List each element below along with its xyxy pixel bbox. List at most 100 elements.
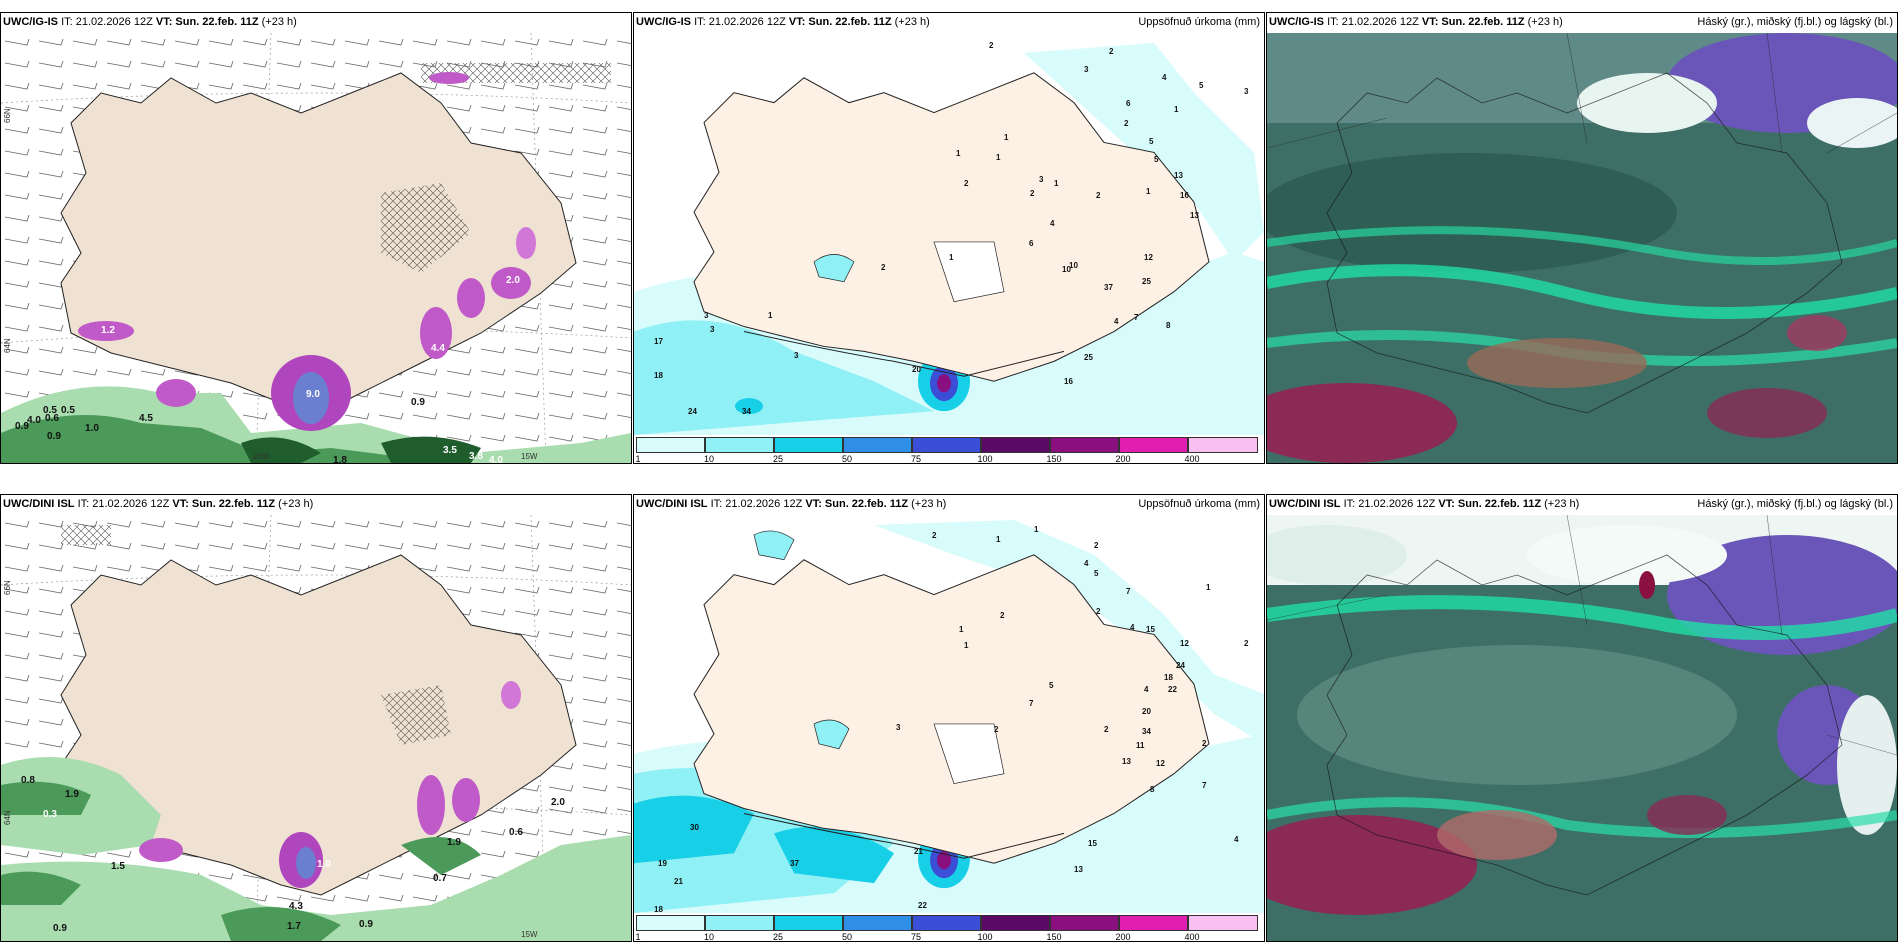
map-value-label: 2 xyxy=(1030,189,1035,198)
map-value-label: 3.8 xyxy=(469,451,483,462)
map-value-label: 4 xyxy=(1130,623,1135,632)
map-value-label: 0.6 xyxy=(509,827,523,838)
map-value-label: 1.9 xyxy=(65,789,79,800)
colorbar-swatch xyxy=(912,915,981,931)
map-value-label: 1 xyxy=(1174,105,1179,114)
map-value-label: 1 xyxy=(959,625,964,634)
map-value-label: 13 xyxy=(1174,171,1183,180)
map-value-label: 25 xyxy=(1084,353,1093,362)
panel-header: UWC/IG-IS IT: 21.02.2026 12Z VT: Sun. 22… xyxy=(1269,16,1563,28)
map-value-label: 0.9 xyxy=(53,923,67,934)
map-value-label: 11 xyxy=(1136,741,1145,750)
panel-header: UWC/DINI ISL IT: 21.02.2026 12Z VT: Sun.… xyxy=(3,498,314,510)
map-value-label: 0.7 xyxy=(433,873,447,884)
colorbar-swatch xyxy=(981,915,1050,931)
colorbar-swatch xyxy=(1050,915,1119,931)
map-value-label: 17 xyxy=(654,337,663,346)
map-value-label: 1.9 xyxy=(447,837,461,848)
map-value-label: 2 xyxy=(994,725,999,734)
map-value-label: 3 xyxy=(704,311,709,320)
map-value-label: 7 xyxy=(1134,313,1139,322)
map-value-label: 18 xyxy=(1164,673,1173,682)
map-value-label: 0.5 xyxy=(43,405,57,416)
map-value-label: 2.0 xyxy=(506,275,520,286)
map-canvas xyxy=(1,33,631,463)
map-value-label: 2.0 xyxy=(551,797,565,808)
colorbar-swatch xyxy=(774,915,843,931)
map-value-label: 16 xyxy=(1180,191,1189,200)
colorbar-swatch xyxy=(1119,437,1188,453)
map-value-label: 13 xyxy=(1122,757,1131,766)
panel-dini-wind-precip: UWC/DINI ISL IT: 21.02.2026 12Z VT: Sun.… xyxy=(0,494,632,942)
colorbar-swatch xyxy=(1119,915,1188,931)
colorbar-tick: 1 xyxy=(635,932,641,942)
map-value-label: 0.9 xyxy=(359,919,373,930)
map-value-label: 4.3 xyxy=(289,901,303,912)
colorbar-tick: 150 xyxy=(1046,932,1062,942)
cloud-cover-map xyxy=(1267,33,1897,463)
colorbar-tick: 200 xyxy=(1115,454,1131,464)
panel-dini-clouds: UWC/DINI ISL IT: 21.02.2026 12Z VT: Sun.… xyxy=(1266,494,1898,942)
map-value-label: 3 xyxy=(1244,87,1249,96)
map-value-label: 1 xyxy=(1034,525,1039,534)
colorbar-tick: 75 xyxy=(910,932,922,942)
map-value-label: 1 xyxy=(768,311,773,320)
map-value-label: 6 xyxy=(1029,239,1034,248)
map-value-label: 24 xyxy=(1176,661,1185,670)
map-value-label: 2 xyxy=(989,41,994,50)
map-value-label: 12 xyxy=(1180,639,1189,648)
map-value-label: 13 xyxy=(1190,211,1199,220)
map-canvas xyxy=(1267,33,1897,463)
colorbar-tick: 50 xyxy=(841,932,853,942)
map-value-label: 2 xyxy=(1104,725,1109,734)
wind-precip-map xyxy=(1,33,631,463)
map-value-label: 20 xyxy=(1142,707,1151,716)
map-value-label: 3.5 xyxy=(443,445,457,456)
map-value-label: 0.9 xyxy=(15,421,29,432)
panel-dini-precip: UWC/DINI ISL IT: 21.02.2026 12Z VT: Sun.… xyxy=(633,494,1265,942)
colorbar-tick: 25 xyxy=(772,454,784,464)
map-value-label: 2 xyxy=(1096,191,1101,200)
map-value-label: 4.5 xyxy=(139,413,153,424)
map-value-label: 24 xyxy=(688,407,697,416)
map-value-label: 0.9 xyxy=(411,397,425,408)
colorbar-swatch xyxy=(774,437,843,453)
map-value-label: 1 xyxy=(996,153,1001,162)
colorbar-tick: 10 xyxy=(703,454,715,464)
map-value-label: 1 xyxy=(956,149,961,158)
map-value-label: 2 xyxy=(932,531,937,540)
lon-label-15w: 15W xyxy=(521,930,538,939)
map-value-label: 15 xyxy=(1088,839,1097,848)
map-value-label: 4.0 xyxy=(27,415,41,426)
map-value-label: 25 xyxy=(1142,277,1151,286)
lat-label-64n: 64N xyxy=(3,810,12,825)
map-value-label: 4.0 xyxy=(489,455,503,464)
map-value-label: 2 xyxy=(1202,739,1207,748)
map-value-label: 0.8 xyxy=(21,775,35,786)
map-value-label: 16 xyxy=(1064,377,1073,386)
map-value-label: 2 xyxy=(1244,639,1249,648)
colorbar-tick: 50 xyxy=(841,454,853,464)
map-value-label: 8 xyxy=(1150,785,1155,794)
map-canvas xyxy=(634,33,1264,435)
map-value-label: 4 xyxy=(1050,219,1055,228)
map-value-label: 37 xyxy=(1104,283,1113,292)
map-value-label: 1.7 xyxy=(287,921,301,932)
map-value-label: 6 xyxy=(1126,99,1131,108)
map-value-label: 0.3 xyxy=(43,809,57,820)
map-value-label: 7 xyxy=(1126,587,1131,596)
map-value-label: 1.2 xyxy=(101,325,115,336)
map-value-label: 8 xyxy=(1166,321,1171,330)
panel-title: Háský (gr.), miðský (fj.bl.) og lágský (… xyxy=(1697,498,1893,510)
map-canvas xyxy=(1267,515,1897,941)
lat-label-64n: 64N xyxy=(3,338,12,353)
map-value-label: 30 xyxy=(690,823,699,832)
lat-label-66n: 66N xyxy=(3,108,12,123)
map-value-label: 13 xyxy=(1074,865,1083,874)
colorbar-tick: 150 xyxy=(1046,454,1062,464)
map-value-label: 4 xyxy=(1084,559,1089,568)
map-value-label: 18 xyxy=(654,905,663,914)
map-value-label: 10 xyxy=(1062,265,1071,274)
panel-header: UWC/IG-IS IT: 21.02.2026 12Z VT: Sun. 22… xyxy=(636,16,930,28)
map-value-label: 12 xyxy=(1144,253,1153,262)
